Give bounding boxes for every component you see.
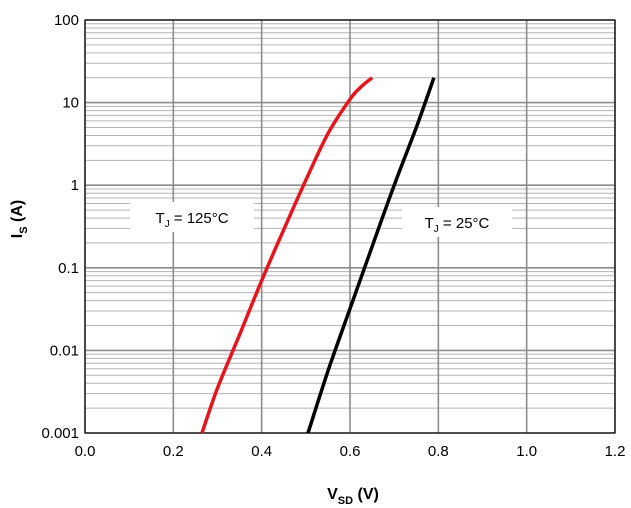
y-tick-label: 0.1 xyxy=(58,260,79,277)
annotations: TJ = 125°C TJ = 25°C xyxy=(130,202,512,237)
x-tick-label: 0.8 xyxy=(428,443,449,460)
series-layer xyxy=(200,76,436,434)
y-tick-label: 0.01 xyxy=(50,342,79,359)
y-tick-label: 100 xyxy=(54,12,79,29)
annotation-text: TJ = 125°C xyxy=(155,210,228,230)
series-line-125c xyxy=(200,76,374,434)
y-axis-label: IS (A) xyxy=(9,200,30,238)
x-tick-label: 0.2 xyxy=(163,443,184,460)
x-axis-label: VSD (V) xyxy=(327,486,379,507)
annotation-box xyxy=(402,207,512,237)
y-tick-label: 1 xyxy=(71,177,79,194)
plot-area-frame xyxy=(84,19,616,434)
annotation-text: TJ = 25°C xyxy=(425,215,490,235)
x-tick-label: 0.6 xyxy=(340,443,361,460)
annotation-box xyxy=(130,202,254,232)
x-axis-ticks: 0.0 0.2 0.4 0.6 0.8 1.0 1.2 xyxy=(75,443,626,460)
y-axis-ticks: 0.001 0.01 0.1 1 10 100 xyxy=(41,12,79,442)
x-tick-label: 1.2 xyxy=(605,443,626,460)
annotation-125c: TJ = 125°C xyxy=(130,202,254,232)
x-tick-label: 0.4 xyxy=(251,443,272,460)
annotation-25c: TJ = 25°C xyxy=(402,207,512,237)
x-tick-label: 0.0 xyxy=(75,443,96,460)
x-tick-label: 1.0 xyxy=(516,443,537,460)
y-tick-label: 0.001 xyxy=(41,425,79,442)
series-line-25c xyxy=(306,77,436,434)
y-tick-label: 10 xyxy=(62,95,79,112)
